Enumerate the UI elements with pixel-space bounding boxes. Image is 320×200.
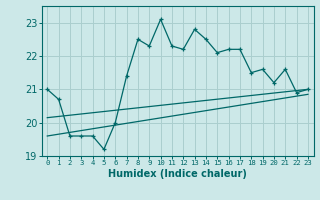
X-axis label: Humidex (Indice chaleur): Humidex (Indice chaleur) [108, 169, 247, 179]
